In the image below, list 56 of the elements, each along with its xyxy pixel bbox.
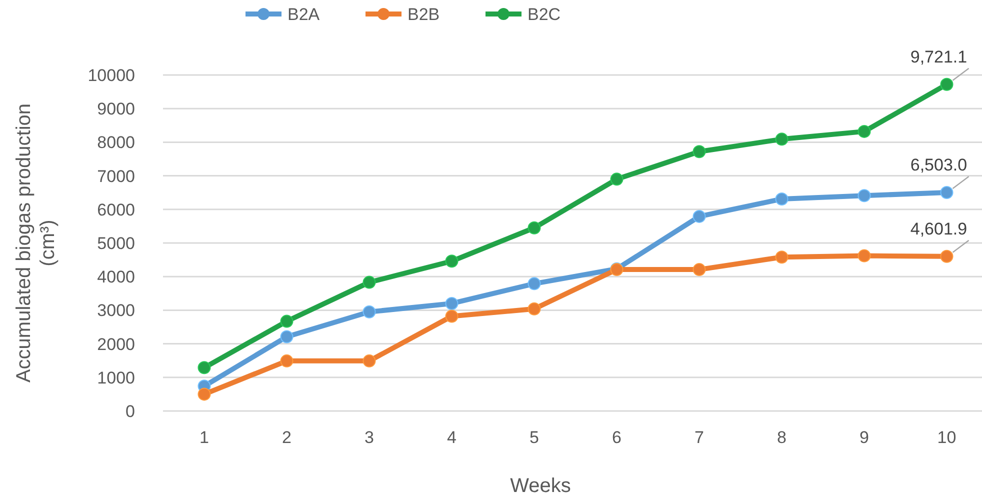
- point: [445, 310, 458, 323]
- y-tick-label: 10000: [88, 66, 135, 85]
- point: [692, 210, 706, 223]
- point: [362, 354, 376, 368]
- point: [528, 277, 541, 290]
- point: [280, 354, 294, 368]
- x-tick-label: 4: [447, 428, 456, 447]
- x-tick-label: 1: [200, 428, 209, 447]
- point: [858, 249, 871, 262]
- point: [280, 314, 294, 328]
- data-label: 9,721.1: [910, 47, 968, 66]
- data-label: 6,503.0: [910, 156, 968, 174]
- y-tick-label: 8000: [97, 133, 135, 152]
- y-tick-label: 6000: [97, 200, 135, 220]
- point: [858, 189, 871, 202]
- point: [775, 250, 788, 264]
- x-axis-title: Weeks: [510, 475, 571, 497]
- y-tick-label: 7000: [97, 166, 135, 186]
- x-tick-label: 9: [860, 428, 869, 447]
- point: [198, 361, 211, 374]
- point: [940, 250, 954, 263]
- x-tick-label: 2: [282, 428, 292, 447]
- y-tick-label: 0: [126, 402, 135, 421]
- point: [280, 330, 294, 344]
- point: [198, 388, 211, 401]
- point: [610, 172, 624, 186]
- y-tick-label: 9000: [97, 100, 135, 119]
- point: [858, 124, 871, 138]
- x-tick-label: 7: [694, 428, 704, 447]
- y-tick-label: 1000: [97, 368, 135, 388]
- y-tick-label: 5000: [97, 234, 135, 253]
- point: [445, 296, 458, 310]
- data-label: 4,601.9: [910, 219, 968, 238]
- legend-label: B2B: [408, 4, 440, 24]
- x-tick-label: 5: [530, 428, 539, 447]
- y-tick-label: 3000: [97, 301, 135, 320]
- point: [362, 305, 376, 318]
- point: [528, 302, 541, 316]
- point: [528, 221, 541, 234]
- x-tick-label: 8: [777, 428, 786, 447]
- point: [445, 254, 458, 268]
- x-tick-label: 6: [612, 428, 622, 447]
- legend-label: B2A: [288, 4, 320, 24]
- point: [692, 263, 706, 276]
- point: [940, 186, 954, 199]
- x-tick-label: 10: [937, 428, 956, 447]
- point: [940, 78, 954, 91]
- legend-label: B2C: [528, 4, 561, 24]
- y-tick-label: 2000: [97, 334, 135, 354]
- point: [692, 145, 706, 158]
- point: [775, 132, 788, 146]
- y-tick-label: 4000: [97, 268, 135, 287]
- y-axis-title: Accumulated biogas production (cm³): [13, 103, 59, 383]
- point: [362, 276, 376, 289]
- x-tick-label: 3: [364, 428, 374, 447]
- point: [775, 192, 788, 206]
